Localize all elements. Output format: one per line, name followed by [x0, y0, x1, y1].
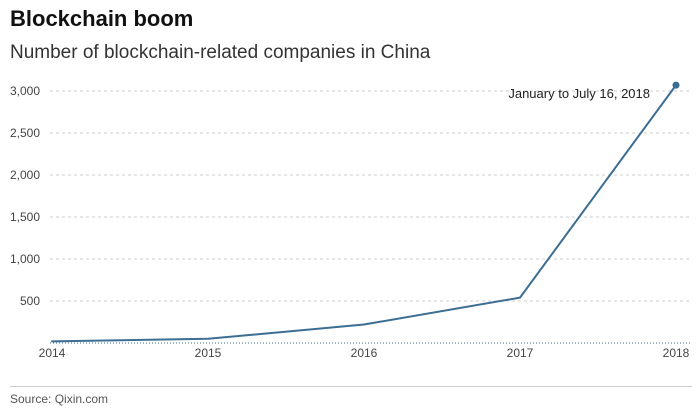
source-divider: [10, 386, 692, 387]
annotation-label: January to July 16, 2018: [508, 86, 650, 101]
x-tick-label: 2017: [507, 346, 534, 360]
x-tick-label: 2016: [351, 346, 378, 360]
y-tick-label: 500: [20, 294, 40, 308]
y-tick-label: 2,000: [10, 168, 40, 182]
x-tick-label: 2015: [195, 346, 222, 360]
chart-subtitle: Number of blockchain-related companies i…: [10, 42, 431, 63]
chart-title: Blockchain boom: [10, 6, 194, 31]
y-tick-label: 1,500: [10, 210, 40, 224]
x-tick-label: 2018: [663, 346, 690, 360]
y-tick-label: 3,000: [10, 84, 40, 98]
y-tick-label: 2,500: [10, 126, 40, 140]
source-note: Source: Qixin.com: [10, 392, 109, 406]
y-tick-label: 1,000: [10, 252, 40, 266]
x-tick-label: 2014: [39, 346, 66, 360]
series-line: [51, 84, 677, 343]
data-point-marker: [672, 81, 680, 89]
